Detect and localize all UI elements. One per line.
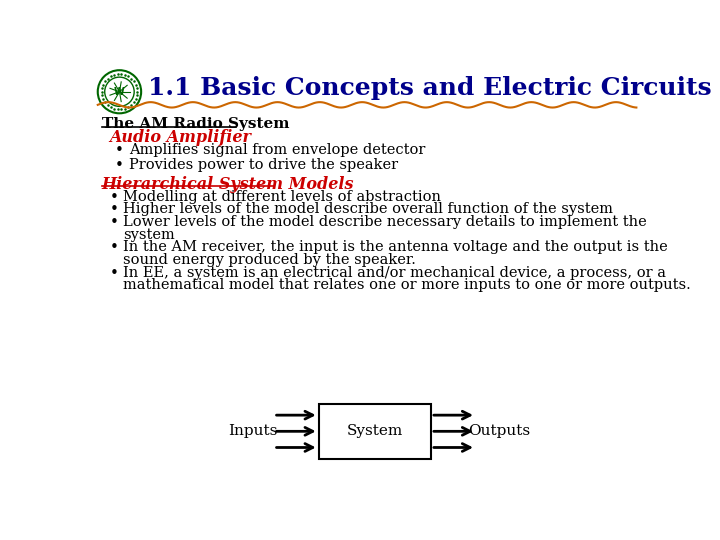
Text: mathematical model that relates one or more inputs to one or more outputs.: mathematical model that relates one or m… [123,279,691,293]
Text: Outputs: Outputs [468,424,530,438]
Text: Provides power to drive the speaker: Provides power to drive the speaker [129,158,398,172]
Text: Amplifies signal from envelope detector: Amplifies signal from envelope detector [129,143,425,157]
Text: •: • [109,202,118,217]
Text: The AM Radio System: The AM Radio System [102,117,289,131]
Text: Lower levels of the model describe necessary details to implement the: Lower levels of the model describe neces… [123,215,647,229]
Bar [319,403,431,459]
Text: Modelling at different levels of abstraction: Modelling at different levels of abstrac… [123,190,441,204]
Text: •: • [109,215,118,230]
Text: •: • [109,240,118,255]
Text: Audio Amplifier: Audio Amplifier [109,130,251,146]
Text: Higher levels of the model describe overall function of the system: Higher levels of the model describe over… [123,202,613,216]
Text: 1.1 Basic Concepts and Electric Circuits: 1.1 Basic Concepts and Electric Circuits [148,76,712,100]
Text: Inputs: Inputs [228,424,277,438]
Text: W: W [114,87,125,97]
Text: In EE, a system is an electrical and/or mechanical device, a process, or a: In EE, a system is an electrical and/or … [123,266,666,280]
Text: System: System [347,424,403,438]
Text: •: • [114,158,124,173]
Text: system: system [123,228,175,242]
Text: In the AM receiver, the input is the antenna voltage and the output is the: In the AM receiver, the input is the ant… [123,240,668,254]
Text: sound energy produced by the speaker.: sound energy produced by the speaker. [123,253,416,267]
Text: •: • [109,190,118,205]
Text: •: • [109,266,118,281]
Text: Hierarchical System Models: Hierarchical System Models [102,176,354,193]
Text: •: • [114,143,124,158]
